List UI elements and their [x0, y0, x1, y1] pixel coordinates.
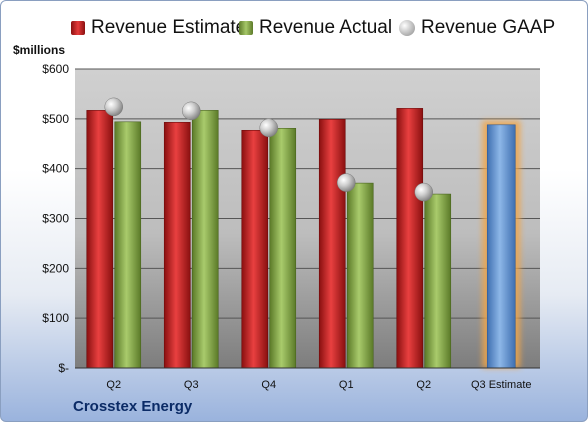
- x-tick-label: Q2: [416, 379, 431, 391]
- legend-revenue-actual: Revenue Actual: [239, 15, 392, 41]
- bar-revenue-estimate: [396, 108, 424, 369]
- legend-label-actual: Revenue Actual: [259, 17, 393, 38]
- legend-swatch-estimate: [71, 21, 85, 35]
- point-revenue-gaap: [259, 118, 278, 138]
- x-axis: Q2 Q3 Q4 Q1 Q2 Q3 Estimate: [75, 367, 540, 391]
- y-tick-label: $300: [42, 212, 69, 226]
- x-tick-label: Q2: [106, 379, 121, 391]
- legend-revenue-gaap: Revenue GAAP: [399, 15, 555, 41]
- y-tick-label: $600: [42, 62, 69, 76]
- x-tick-label: Q3 Estimate: [471, 379, 532, 391]
- bar-revenue-estimate: [86, 110, 114, 369]
- bar-revenue-estimate: [163, 122, 191, 369]
- legend: Revenue Estimate Revenue Actual Revenue …: [1, 15, 587, 41]
- point-revenue-gaap: [182, 101, 201, 121]
- y-tick-label: $500: [42, 112, 69, 126]
- legend-label-estimate: Revenue Estimate: [91, 17, 247, 38]
- y-tick-label: $200: [42, 261, 69, 275]
- y-tick-label: $400: [42, 162, 69, 176]
- bar-revenue-actual: [346, 182, 374, 369]
- bar-revenue-estimate: [318, 119, 346, 369]
- x-tick-label: Q1: [339, 379, 354, 391]
- legend-swatch-actual: [239, 21, 253, 35]
- bar-revenue-actual: [114, 121, 142, 369]
- company-name: Crosstex Energy: [73, 398, 193, 415]
- x-tick-label: Q4: [261, 379, 276, 391]
- x-tick-label: Q3: [184, 379, 199, 391]
- point-revenue-gaap: [414, 182, 433, 202]
- bar-q3-estimate: [486, 124, 516, 369]
- point-revenue-gaap: [104, 97, 123, 117]
- bar-revenue-estimate: [241, 129, 269, 369]
- legend-marker-gaap: [399, 20, 415, 36]
- bar-revenue-actual: [269, 128, 297, 369]
- gaap-points: [104, 97, 433, 202]
- bar-revenue-actual: [191, 110, 219, 369]
- point-revenue-gaap: [337, 173, 356, 192]
- legend-label-gaap: Revenue GAAP: [421, 17, 556, 38]
- legend-revenue-estimate: Revenue Estimate: [71, 15, 246, 41]
- y-tick-label: $100: [42, 311, 69, 325]
- y-axis: $600 $500 $400 $300 $200 $100 $-: [42, 62, 69, 375]
- bar-revenue-actual: [424, 193, 452, 369]
- y-tick-label: $-: [58, 361, 69, 375]
- y-axis-unit-label: $millions: [13, 43, 66, 57]
- bars: [86, 108, 521, 369]
